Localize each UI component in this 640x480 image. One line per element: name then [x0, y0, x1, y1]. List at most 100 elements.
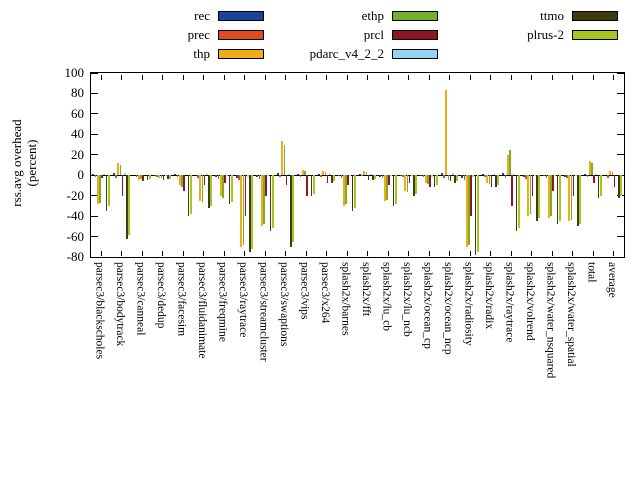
- bar-ttmo: [556, 175, 559, 225]
- bar-prec: [320, 175, 322, 178]
- bar-rec: [112, 173, 115, 176]
- bar-thp: [465, 175, 468, 247]
- x-tick-mark: [490, 251, 492, 256]
- x-tick-mark: [408, 251, 410, 256]
- bar-ttmo: [187, 175, 190, 217]
- bar-plrus-2: [497, 175, 500, 186]
- legend-label: thp: [193, 45, 210, 61]
- bar-thp: [301, 170, 304, 176]
- bar-ethp: [283, 144, 286, 176]
- legend-item-plrus-2: plrus-2: [466, 25, 618, 44]
- bar-ttmo: [536, 175, 538, 222]
- bar-prec: [361, 175, 363, 177]
- x-tick-mark: [531, 75, 533, 80]
- bar-prec: [115, 175, 117, 179]
- y-tick-mark: [617, 92, 624, 94]
- bar-prcl: [285, 175, 288, 186]
- bar-plrus-2: [374, 175, 377, 180]
- bar-thp: [568, 175, 571, 222]
- bar-prec: [422, 175, 425, 178]
- bar-thp: [383, 175, 386, 201]
- x-tick-mark: [203, 251, 205, 256]
- x-tick-mark: [572, 251, 574, 256]
- bar-pdarc_v4_2_2: [103, 174, 106, 176]
- x-tick-mark: [531, 251, 533, 256]
- x-category-label: splash2x/ocean_ncp: [441, 262, 454, 355]
- x-tick-mark: [490, 75, 492, 80]
- bar-rec: [276, 173, 279, 176]
- bar-ethp: [468, 175, 470, 245]
- bar-pdarc_v4_2_2: [595, 174, 598, 176]
- x-tick-mark: [613, 75, 615, 80]
- bar-prcl: [183, 175, 185, 191]
- legend-label: rec: [194, 7, 210, 23]
- x-tick-mark: [387, 75, 389, 80]
- x-tick-mark: [100, 251, 102, 256]
- x-tick-mark: [141, 251, 143, 256]
- x-tick-mark: [162, 251, 164, 256]
- bar-ethp: [447, 175, 450, 181]
- bar-prec: [217, 175, 220, 180]
- bar-prec: [94, 175, 97, 178]
- bar-ethp: [570, 175, 573, 221]
- x-tick-mark: [305, 75, 307, 80]
- x-category-label: splash2x/radix: [482, 262, 495, 330]
- bar-ethp: [242, 175, 245, 245]
- bar-ttmo: [577, 175, 579, 227]
- bar-plrus-2: [251, 175, 254, 249]
- y-tick-mark: [617, 133, 624, 135]
- bar-prec: [176, 175, 179, 178]
- x-tick-mark: [223, 75, 225, 80]
- bar-prec: [279, 175, 281, 178]
- bar-rec: [256, 175, 259, 178]
- x-tick-mark: [326, 75, 328, 80]
- bar-plrus-2: [538, 175, 541, 219]
- bar-prcl: [203, 175, 206, 186]
- bar-rec: [563, 175, 566, 178]
- bar-pdarc_v4_2_2: [410, 175, 413, 177]
- bar-thp: [404, 175, 407, 191]
- x-tick-mark: [572, 75, 574, 80]
- y-tick-mark: [91, 113, 98, 115]
- bar-ttmo: [208, 175, 210, 208]
- bar-prcl: [388, 175, 390, 186]
- x-tick-mark: [285, 251, 287, 256]
- y-tick-mark: [91, 174, 98, 176]
- x-category-label: splash2x/radiosity: [462, 262, 475, 346]
- y-tick-mark: [91, 72, 98, 74]
- x-tick-mark: [469, 251, 471, 256]
- bar-prcl: [511, 175, 513, 206]
- bar-pdarc_v4_2_2: [287, 174, 290, 176]
- bar-rec: [338, 175, 341, 177]
- bar-plrus-2: [415, 175, 418, 194]
- bar-ttmo: [413, 175, 415, 196]
- bar-thp: [445, 90, 448, 176]
- x-tick-mark: [121, 75, 123, 80]
- x-category-label: parsec3/bodytrack: [113, 262, 126, 347]
- bar-ethp: [119, 165, 122, 176]
- legend-column: rec prec thp: [112, 6, 264, 63]
- bar-thp: [240, 175, 243, 247]
- legend-swatch-ttmo: [572, 10, 618, 21]
- bar-ttmo: [454, 175, 456, 184]
- bar-prcl: [224, 175, 226, 184]
- y-axis-label-line1: rss.avg overhead: [9, 119, 24, 207]
- y-tick-label: -80: [66, 249, 84, 264]
- bar-plrus-2: [230, 175, 233, 202]
- bar-thp: [260, 175, 263, 227]
- bar-ttmo: [105, 175, 108, 211]
- bar-rec: [420, 175, 423, 177]
- x-tick-mark: [428, 251, 430, 256]
- x-category-label: parsec3/raytrace: [236, 262, 249, 338]
- x-tick-mark: [346, 75, 348, 80]
- bar-ttmo: [515, 175, 518, 232]
- y-tick-mark: [617, 113, 624, 115]
- bar-ethp: [550, 175, 552, 217]
- bar-pdarc_v4_2_2: [164, 175, 167, 177]
- bar-prcl: [367, 175, 370, 181]
- y-tick-mark: [91, 256, 98, 258]
- y-tick-label: 100: [64, 65, 85, 80]
- bar-prec: [381, 175, 384, 179]
- bar-prec: [525, 175, 527, 180]
- y-tick-mark: [617, 154, 624, 156]
